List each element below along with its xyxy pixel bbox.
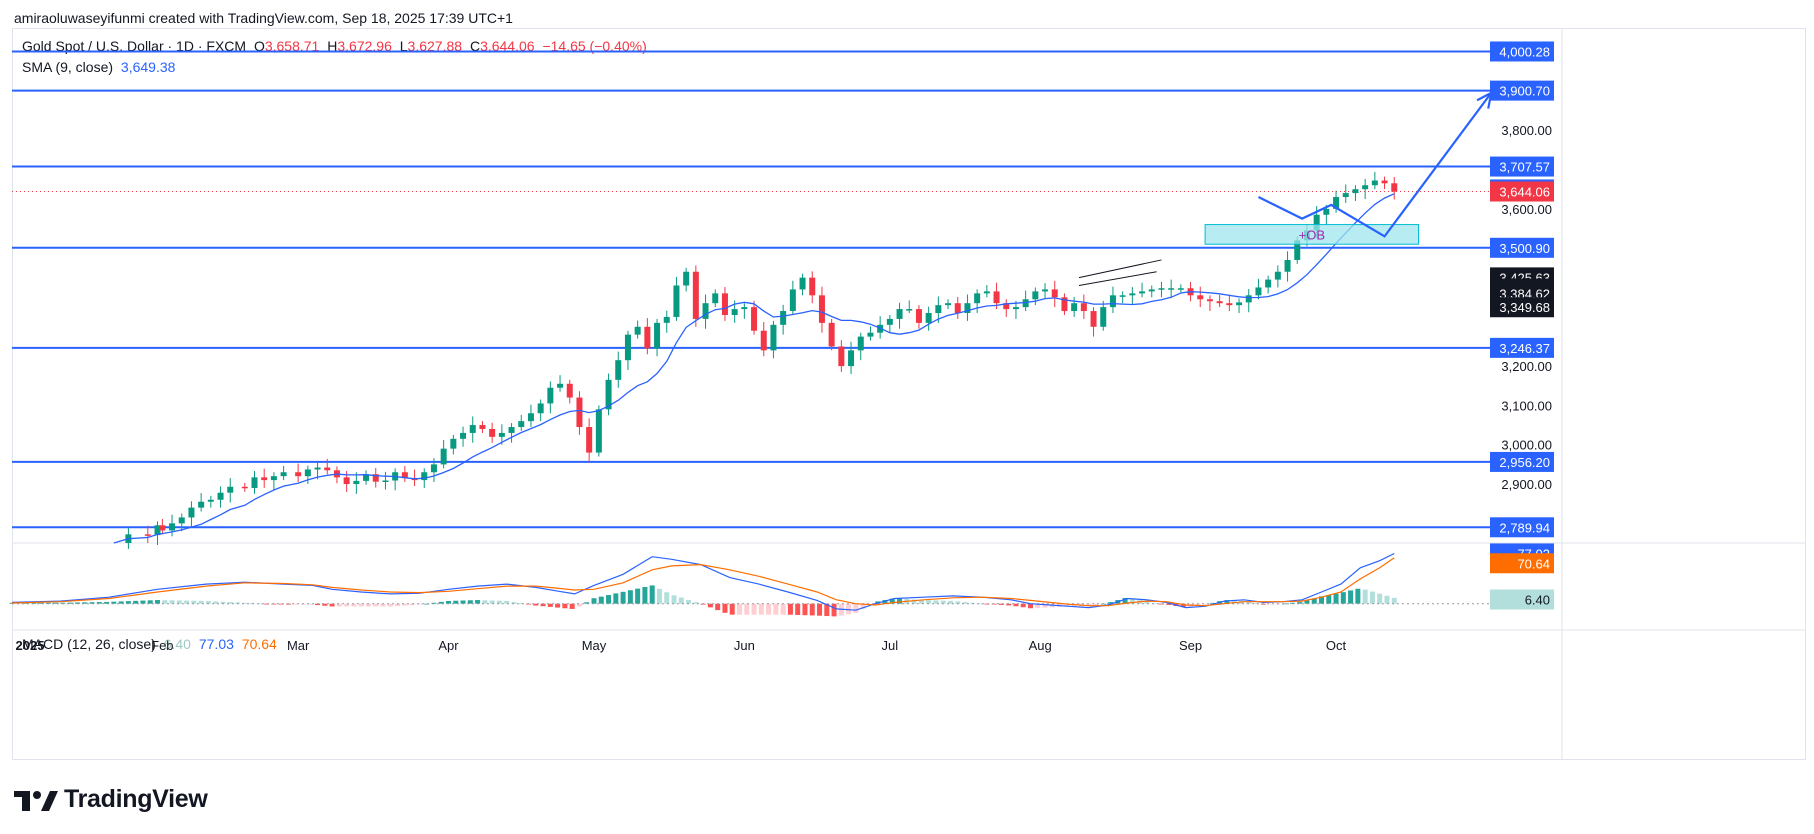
high-label: H	[327, 38, 338, 54]
open-label: O	[253, 38, 265, 54]
change-value: −14.65 (−0.40%)	[542, 38, 647, 54]
macd-signal-value: 70.64	[241, 636, 277, 652]
chart-frame[interactable]	[12, 28, 1806, 760]
tradingview-logo-icon	[14, 790, 58, 811]
tradingview-logo: TradingView	[14, 785, 208, 814]
ohlc-close: C3,644.06	[470, 38, 535, 54]
macd-line-value: 77.03	[198, 636, 234, 652]
tradingview-logo-text: TradingView	[64, 785, 208, 813]
macd-label: MACD (12, 26, close)	[22, 636, 156, 652]
macd-hist-value: 6.40	[163, 636, 191, 652]
ohlc-open: O3,658.71	[254, 38, 319, 54]
high-value: 3,672.96	[337, 38, 392, 54]
close-label: C	[469, 38, 481, 54]
symbol-title: Gold Spot / U.S. Dollar · 1D · FXCM	[22, 38, 247, 54]
macd-legend[interactable]: MACD (12, 26, close) 6.40 77.03 70.64	[22, 636, 281, 652]
ohlc-low: L3,627.88	[400, 38, 462, 54]
sma-label: SMA (9, close)	[22, 59, 114, 75]
open-value: 3,658.71	[264, 38, 320, 54]
sma-legend[interactable]: SMA (9, close) 3,649.38	[22, 59, 179, 75]
attribution-text: amiraoluwaseyifunmi created with Trading…	[14, 10, 513, 26]
sma-value: 3,649.38	[120, 59, 176, 75]
symbol-legend[interactable]: Gold Spot / U.S. Dollar · 1D · FXCM O3,6…	[22, 38, 651, 54]
ohlc-high: H3,672.96	[327, 38, 392, 54]
low-value: 3,627.88	[407, 38, 463, 54]
low-label: L	[399, 38, 408, 54]
close-value: 3,644.06	[480, 38, 535, 54]
